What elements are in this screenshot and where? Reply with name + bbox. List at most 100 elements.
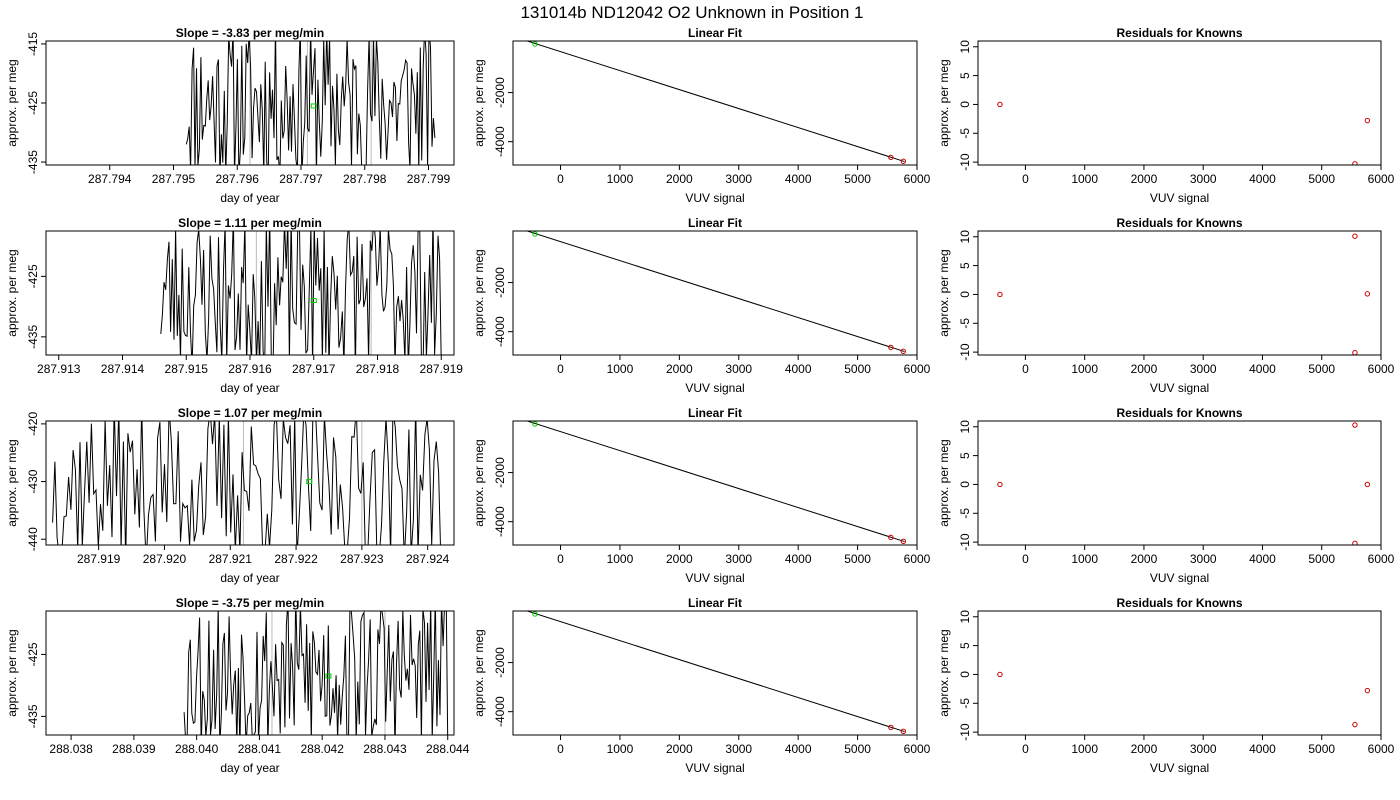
y-tick-label: 0: [958, 101, 972, 108]
x-tick-label: 4000: [1249, 172, 1276, 186]
y-tick-label: 5: [958, 72, 972, 79]
x-tick-label: 1000: [607, 172, 634, 186]
y-tick-label: -4000: [493, 126, 507, 157]
x-tick-label: 287.797: [279, 172, 323, 186]
residual-point: [1352, 721, 1358, 728]
x-tick-label: 6000: [1368, 362, 1395, 376]
x-tick-label: 4000: [1249, 552, 1276, 566]
panel-residuals-row-3: Residuals for Knowns 0 1000 2000 3000 4000 500…: [937, 406, 1395, 585]
x-tick-label: 287.919: [77, 552, 121, 566]
x-tick-label: 1000: [607, 742, 634, 756]
y-tick-label: -10: [958, 723, 972, 741]
trace-line: [183, 611, 449, 735]
x-tick-label: 3000: [725, 172, 752, 186]
fit-line: [525, 41, 905, 163]
x-axis-label: VUV signal: [685, 571, 744, 585]
y-tick-label: -4000: [493, 506, 507, 537]
x-tick-label: 288.044: [426, 742, 470, 756]
plot-frame: [45, 230, 455, 356]
residual-point: [1364, 687, 1371, 694]
x-tick-label: 287.923: [340, 552, 384, 566]
x-tick-label: 2000: [666, 552, 693, 566]
x-tick-label: 3000: [725, 362, 752, 376]
green-marker: [310, 298, 317, 304]
plot-area: [997, 671, 1371, 728]
x-tick-label: 288.039: [112, 742, 156, 756]
figure-title: 131014b ND12042 O2 Unknown in Position 1: [520, 3, 863, 22]
y-tick-label: -4000: [493, 316, 507, 347]
x-tick-label: 3000: [1190, 742, 1217, 756]
residual-point: [1352, 540, 1358, 545]
plot-area: [183, 611, 449, 735]
x-tick-label: 2000: [1131, 552, 1158, 566]
x-axis-label: VUV signal: [1150, 381, 1209, 395]
x-tick-label: 3000: [1190, 362, 1217, 376]
x-tick-label: 287.914: [101, 362, 145, 376]
x-axis-label: VUV signal: [685, 761, 744, 775]
x-tick-label: 5000: [844, 362, 871, 376]
x-tick-label: 287.913: [37, 362, 81, 376]
plot-frame: [512, 420, 918, 546]
y-tick-label: -435: [26, 150, 40, 174]
y-tick-label: -2000: [493, 267, 507, 298]
y-tick-label: 10: [958, 40, 972, 54]
x-tick-label: 3000: [1190, 552, 1217, 566]
x-tick-label: 6000: [904, 172, 931, 186]
x-axis-label: day of year: [220, 571, 279, 585]
plot-area: [997, 422, 1371, 545]
known-point: [888, 534, 894, 541]
plot-area: [160, 231, 442, 355]
x-tick-label: 287.795: [152, 172, 196, 186]
x-tick-label: 287.794: [88, 172, 132, 186]
plot-frame: [977, 230, 1382, 356]
x-tick-label: 4000: [785, 552, 812, 566]
x-tick-label: 4000: [785, 362, 812, 376]
plot-frame: [512, 610, 918, 736]
x-tick-label: 1000: [1071, 172, 1098, 186]
panel-residuals-row-1: Residuals for Knowns 0 1000 2000 3000 4000 500…: [937, 26, 1395, 205]
y-tick-label: -5: [958, 318, 972, 329]
y-tick-label: -10: [958, 533, 972, 551]
x-tick-label: 287.796: [216, 172, 260, 186]
x-tick-label: 6000: [904, 362, 931, 376]
panel-time-series-row-2: Slope = 1.11 per meg/min 287.913 287.914 28…: [5, 216, 463, 395]
x-tick-label: 288.041: [238, 742, 282, 756]
x-tick-label: 287.915: [165, 362, 209, 376]
x-tick-label: 5000: [1308, 742, 1335, 756]
y-tick-label: 10: [958, 420, 972, 434]
x-tick-label: 6000: [1368, 172, 1395, 186]
y-tick-label: -5: [958, 698, 972, 709]
y-tick-label: -425: [26, 91, 40, 115]
y-axis-label: approx. per meg: [472, 59, 486, 146]
x-tick-label: 287.917: [292, 362, 336, 376]
y-axis-label: approx. per meg: [937, 59, 951, 146]
x-tick-label: 288.042: [300, 742, 344, 756]
panel-title: Slope = -3.83 per meg/min: [176, 26, 324, 40]
x-axis-label: VUV signal: [1150, 191, 1209, 205]
x-tick-label: 6000: [1368, 552, 1395, 566]
fit-line: [525, 611, 905, 733]
plot-frame: [45, 420, 455, 546]
panel-linear-fit-row-4: Linear Fit 0 1000 2000 3000 4000 5000 6000 -2000…: [472, 596, 931, 775]
x-tick-label: 1000: [1071, 362, 1098, 376]
x-tick-label: 4000: [785, 172, 812, 186]
x-tick-label: 2000: [666, 742, 693, 756]
panel-title: Residuals for Knowns: [1116, 596, 1242, 610]
x-tick-label: 5000: [1308, 172, 1335, 186]
y-axis-label: approx. per meg: [5, 249, 19, 336]
x-axis-label: day of year: [220, 761, 279, 775]
x-tick-label: 1000: [607, 362, 634, 376]
x-tick-label: 6000: [1368, 742, 1395, 756]
x-tick-label: 0: [557, 172, 564, 186]
known-point: [888, 724, 894, 731]
green-marker: [325, 673, 332, 679]
y-tick-label: -440: [26, 527, 40, 551]
known-point: [900, 728, 907, 735]
x-tick-label: 3000: [1190, 172, 1217, 186]
x-tick-label: 0: [1022, 362, 1029, 376]
plot-frame: [977, 420, 1382, 546]
panel-grid: Slope = -3.83 per meg/min 287.794 287.795 2…: [5, 26, 1395, 775]
plot-frame: [512, 40, 918, 166]
x-tick-label: 4000: [785, 742, 812, 756]
